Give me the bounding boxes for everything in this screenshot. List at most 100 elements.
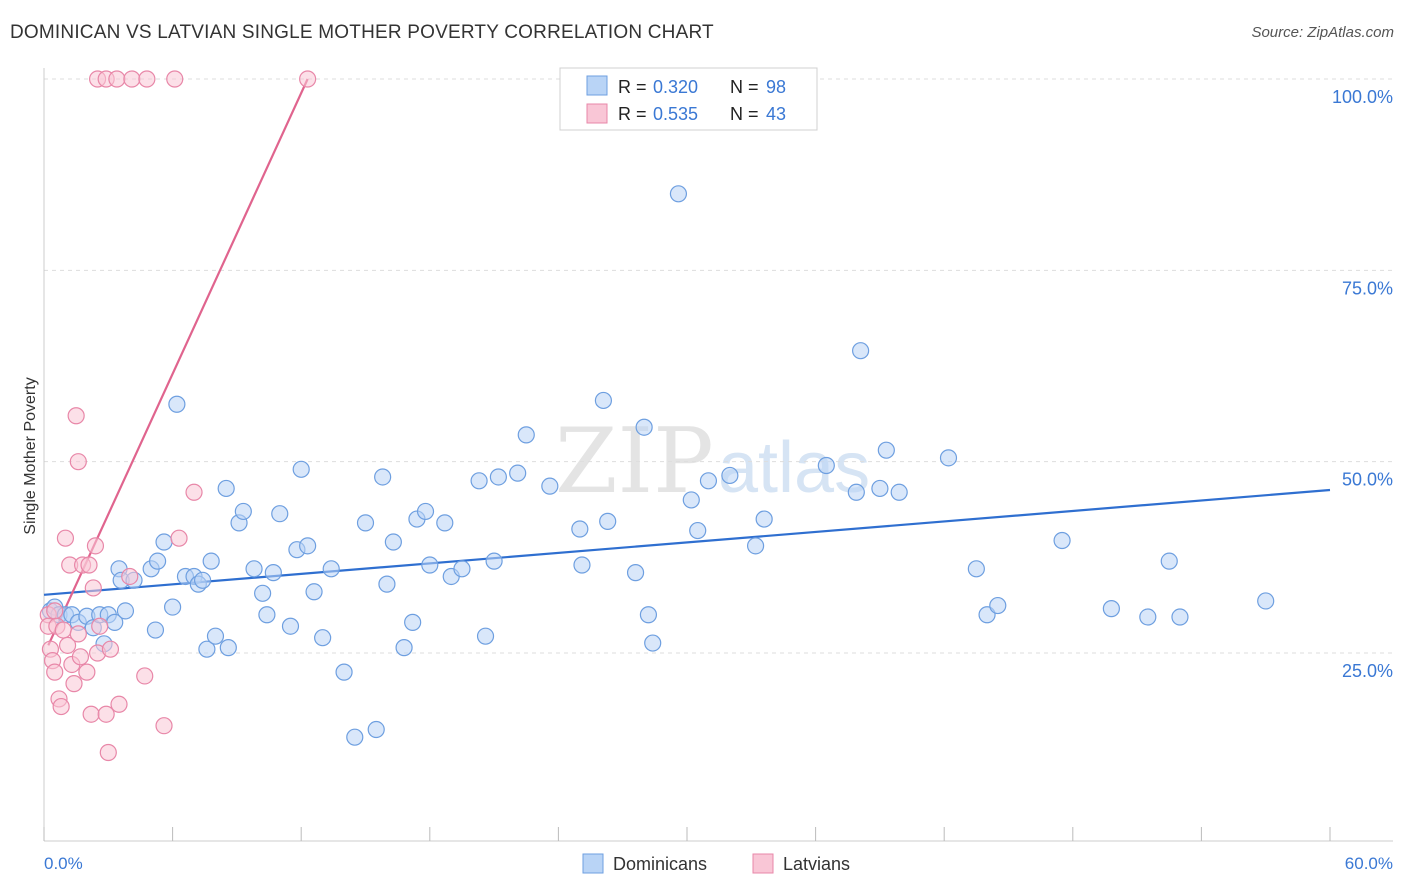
- latvian-point: [110, 695, 128, 713]
- stats-n-value-2: 43: [766, 104, 786, 124]
- dominican-point: [1102, 600, 1120, 618]
- latvian-point: [123, 70, 141, 88]
- dominican-point: [485, 552, 503, 570]
- dominican-point: [264, 564, 282, 582]
- dominican-point: [378, 575, 396, 593]
- latvian-point: [136, 667, 154, 685]
- dominican-point: [682, 491, 700, 509]
- dominican-point: [271, 505, 289, 523]
- dominican-point: [346, 728, 364, 746]
- dominican-point: [322, 560, 340, 578]
- latvian-point: [58, 636, 77, 654]
- dominican-point: [416, 502, 435, 521]
- dominican-point: [356, 514, 375, 532]
- latvian-point: [69, 625, 87, 643]
- y-axis-title: Single Mother Poverty: [22, 377, 39, 534]
- dominican-point: [746, 537, 765, 555]
- trend-lines: [43, 78, 1331, 646]
- dominican-point: [234, 502, 252, 521]
- dominican-point: [890, 483, 908, 501]
- stats-r-value-1: 0.320: [653, 77, 698, 97]
- latvian-point: [52, 697, 70, 716]
- dominican-point: [1053, 531, 1071, 550]
- dominican-point: [164, 598, 182, 616]
- stats-n-label-1: N =: [730, 77, 764, 97]
- x-tick-label-min: 0.0%: [44, 854, 83, 873]
- dominican-point: [669, 185, 688, 203]
- dominican-point: [202, 552, 220, 570]
- dominican-point: [421, 556, 439, 574]
- dominican-point: [1257, 592, 1275, 610]
- dominican-point: [689, 521, 707, 540]
- dominican-point: [299, 537, 317, 555]
- chart-source: Source: ZipAtlas.com: [1251, 24, 1394, 41]
- legend-label-latvians: Latvians: [783, 854, 850, 874]
- stats-r-value-2: 0.535: [653, 104, 698, 124]
- dominican-point: [721, 466, 739, 485]
- dominican-point: [453, 560, 471, 578]
- dominican-point: [1160, 552, 1178, 570]
- y-tick-label: 100.0%: [1332, 87, 1393, 107]
- dominican-point: [755, 510, 773, 528]
- data-points: [39, 70, 1275, 762]
- dominican-point: [699, 472, 718, 490]
- dominican-point: [939, 449, 958, 467]
- latvian-point: [46, 663, 64, 681]
- dominican-point: [489, 468, 507, 486]
- stats-r-label-1: R =: [618, 77, 652, 97]
- latvian-point: [46, 602, 64, 620]
- dominican-point: [871, 479, 889, 498]
- dominican-point: [146, 621, 165, 639]
- latvian-point: [67, 407, 85, 425]
- dominican-point: [305, 583, 323, 601]
- legend-swatch-dominicans: [582, 853, 604, 874]
- dominican-point: [335, 663, 353, 681]
- dominican-point: [245, 560, 263, 578]
- series-legend: Dominicans Latvians: [582, 853, 850, 874]
- axes: 25.0% 50.0% 75.0% 100.0%: [43, 68, 1393, 842]
- dominican-point: [470, 472, 488, 490]
- dominican-point: [116, 602, 135, 620]
- dominican-point: [374, 468, 392, 486]
- dominican-point: [817, 456, 835, 475]
- dominican-point: [541, 477, 559, 495]
- dominican-point: [281, 617, 300, 635]
- latvian-point: [99, 743, 117, 762]
- stats-n-label-2: N =: [730, 104, 764, 124]
- y-tick-label: 75.0%: [1342, 278, 1393, 298]
- latvian-point: [185, 483, 203, 501]
- dominican-point: [194, 571, 212, 589]
- dominican-point: [367, 720, 385, 739]
- latvian-point: [71, 648, 90, 666]
- dominican-point: [852, 342, 870, 360]
- latvian-point: [78, 663, 96, 681]
- dominican-point: [989, 596, 1007, 615]
- stats-legend: R = 0.320 N = 98 R = 0.535 N = 43: [559, 67, 818, 131]
- latvian-point: [97, 705, 115, 723]
- latvian-point: [108, 70, 126, 88]
- x-tick-label-max: 60.0%: [1345, 854, 1393, 873]
- latvian-point: [170, 529, 188, 547]
- dominican-point: [198, 640, 216, 658]
- dominican-point: [155, 533, 173, 551]
- dominican-point: [1139, 608, 1157, 626]
- latvian-point: [138, 70, 156, 88]
- latvian-point: [166, 70, 184, 88]
- latvian-point: [91, 617, 109, 635]
- dominican-point: [404, 613, 422, 631]
- latvian-point: [121, 567, 139, 586]
- stats-swatch-dominicans: [586, 75, 608, 96]
- dominican-point: [1171, 608, 1189, 626]
- dominican-point: [292, 460, 310, 478]
- y-tick-label: 25.0%: [1342, 661, 1393, 681]
- stats-r-label-2: R =: [618, 104, 652, 124]
- latvian-point: [155, 717, 173, 735]
- legend-swatch-latvians: [752, 853, 774, 874]
- latvian-point: [54, 621, 72, 639]
- y-tick-label: 50.0%: [1342, 470, 1393, 490]
- dominican-point: [573, 556, 591, 574]
- dominican-point: [148, 552, 167, 570]
- legend-label-dominicans: Dominicans: [613, 854, 707, 874]
- dominican-point: [639, 606, 658, 624]
- latvian-point: [80, 556, 98, 574]
